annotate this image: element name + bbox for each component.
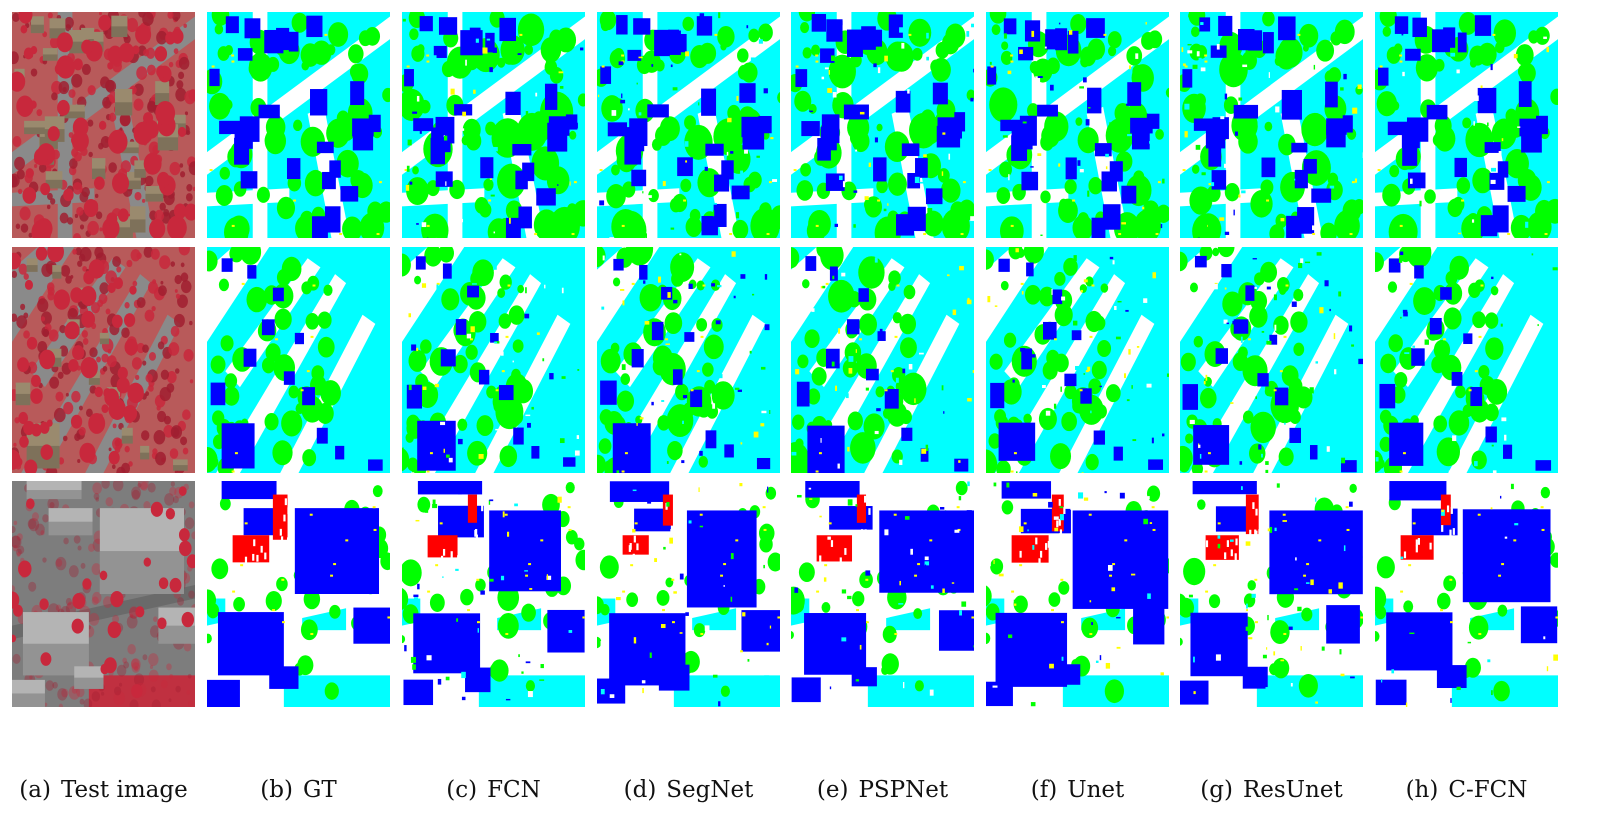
label-map xyxy=(986,12,1169,238)
caption-label: Test image xyxy=(60,777,188,803)
segmentation-panel-g xyxy=(1180,247,1363,473)
segmentation-panel-d xyxy=(597,12,780,238)
segmentation-panel-f xyxy=(986,247,1169,473)
segmentation-panel-d xyxy=(597,481,780,707)
label-map xyxy=(207,12,390,238)
label-map xyxy=(402,481,585,707)
label-map xyxy=(402,247,585,473)
segmentation-panel-c xyxy=(402,247,585,473)
caption-tag: (e) xyxy=(816,777,849,803)
caption-h: (h) C-FCN xyxy=(1369,770,1564,810)
segmentation-panel-h xyxy=(1375,481,1558,707)
segmentation-panel-b xyxy=(207,12,390,238)
label-map xyxy=(1180,481,1363,707)
segmentation-panel-c xyxy=(402,481,585,707)
segmentation-panel-e xyxy=(791,12,974,238)
test-image-panel xyxy=(12,247,195,473)
caption-d: (d) SegNet xyxy=(591,770,786,810)
segmentation-panel-c xyxy=(402,12,585,238)
aerial-photo xyxy=(12,12,195,238)
caption-b: (b) GT xyxy=(201,770,396,810)
caption-label: PSPNet xyxy=(858,777,949,803)
segmentation-panel-b xyxy=(207,481,390,707)
label-map xyxy=(791,481,974,707)
label-map xyxy=(1180,12,1363,238)
caption-label: ResUnet xyxy=(1242,777,1343,803)
label-map xyxy=(986,247,1169,473)
segmentation-panel-g xyxy=(1180,12,1363,238)
label-map xyxy=(1180,247,1363,473)
caption-label: FCN xyxy=(487,777,541,803)
segmentation-panel-e xyxy=(791,481,974,707)
caption-tag: (b) xyxy=(260,777,293,803)
segmentation-panel-g xyxy=(1180,481,1363,707)
segmentation-panel-b xyxy=(207,247,390,473)
caption-tag: (f) xyxy=(1030,777,1058,803)
caption-a: (a) Test image xyxy=(6,770,201,810)
caption-g: (g) ResUnet xyxy=(1174,770,1369,810)
caption-tag: (c) xyxy=(446,777,478,803)
caption-tag: (a) xyxy=(19,777,51,803)
caption-tag: (d) xyxy=(623,777,657,803)
segmentation-panel-d xyxy=(597,247,780,473)
label-map xyxy=(597,247,780,473)
segmentation-panel-h xyxy=(1375,247,1558,473)
caption-label: SegNet xyxy=(666,777,754,803)
label-map xyxy=(402,12,585,238)
test-image-panel xyxy=(12,12,195,238)
caption-tag: (h) xyxy=(1405,777,1439,803)
segmentation-panel-h xyxy=(1375,12,1558,238)
label-map xyxy=(1375,247,1558,473)
label-map xyxy=(791,12,974,238)
aerial-photo xyxy=(12,481,195,707)
label-map xyxy=(1375,481,1558,707)
caption-e: (e) PSPNet xyxy=(785,770,980,810)
segmentation-panel-f xyxy=(986,12,1169,238)
caption-label: C-FCN xyxy=(1448,777,1528,803)
label-map xyxy=(986,481,1169,707)
segmentation-panel-e xyxy=(791,247,974,473)
test-image-panel xyxy=(12,481,195,707)
caption-tag: (g) xyxy=(1200,777,1233,803)
label-map xyxy=(1375,12,1558,238)
aerial-photo xyxy=(12,247,195,473)
caption-c: (c) FCN xyxy=(396,770,591,810)
label-map xyxy=(597,481,780,707)
label-map xyxy=(207,481,390,707)
segmentation-panel-f xyxy=(986,481,1169,707)
label-map xyxy=(207,247,390,473)
caption-label: GT xyxy=(302,777,337,803)
label-map xyxy=(597,12,780,238)
caption-label: Unet xyxy=(1067,777,1125,803)
label-map xyxy=(791,247,974,473)
caption-f: (f) Unet xyxy=(980,770,1175,810)
